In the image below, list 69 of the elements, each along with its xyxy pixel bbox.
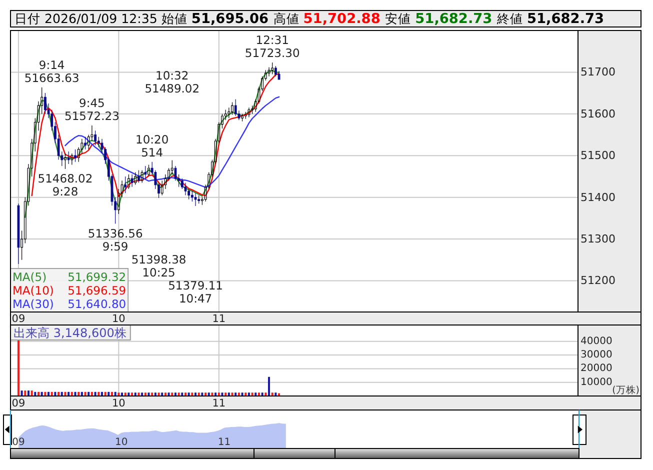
candlestick (134, 172, 137, 186)
y-tick-label: 20000 (580, 363, 612, 374)
text: 51336.56 9:59 (88, 226, 143, 254)
candlestick (234, 99, 237, 116)
y-tick-label: 51300 (580, 232, 616, 246)
candlestick (268, 66, 270, 77)
y-tick-label: 30000 (580, 350, 612, 361)
bar (268, 376, 270, 396)
candlestick (74, 149, 76, 162)
text: 51398.38 10:25 (131, 252, 186, 280)
x-tick-label: 11 (212, 313, 226, 325)
chart-title: 出来高 3,148,600株 (14, 326, 126, 340)
text: MA(5) 51,699.32 (12, 270, 126, 284)
candlestick (124, 176, 127, 194)
y-tick-label: 51700 (580, 66, 616, 79)
candlestick (44, 92, 46, 114)
candlestick (144, 166, 147, 179)
text: 10:32 51489.02 (144, 68, 200, 96)
x-tick-label: 09 (12, 398, 26, 410)
x-tick-label: 09 (12, 313, 26, 325)
candlestick (70, 153, 74, 166)
candlestick (148, 164, 150, 177)
y-tick-label: 51400 (580, 190, 616, 204)
y-tick-label: 51200 (580, 274, 616, 288)
candlestick (231, 102, 234, 116)
text: 9:14 51663.63 (24, 58, 80, 85)
x-tick-label: 10 (114, 437, 128, 448)
candlestick (67, 151, 70, 164)
y-tick-label: 51500 (580, 149, 616, 162)
y-tick-label: 10000 (580, 376, 612, 388)
candlestick (94, 130, 96, 146)
candlestick (140, 170, 144, 184)
bar (27, 390, 30, 396)
candlestick (271, 62, 274, 75)
candlestick (17, 203, 20, 264)
candlestick (184, 182, 187, 196)
candlestick (194, 192, 197, 206)
bar (30, 390, 33, 396)
x-tick-label: 11 (218, 437, 231, 448)
candlestick (190, 190, 194, 202)
text: MA(10) 51,696.59 (12, 283, 126, 298)
chart-title: 日付 2026/01/09 12:35 始値 51,695.06 高値 51,702.88 安値 51,682.73 終値 51,682.73 (14, 11, 604, 27)
x-tick-label: 10 (112, 398, 126, 410)
text: 10:20 514 (136, 132, 169, 160)
x-tick-label: 10 (112, 313, 126, 325)
text: 51379.11 10:47 (168, 278, 223, 306)
y-tick-label: 40000 (580, 336, 612, 347)
text: 12:31 51723.30 (244, 32, 300, 60)
candlestick (138, 170, 140, 184)
candlestick (84, 136, 86, 150)
candlestick (128, 174, 130, 190)
y-tick-label: 51600 (580, 107, 616, 120)
line-series (24, 70, 280, 218)
candlestick (241, 114, 244, 122)
text: MA(30) 51,640.80 (12, 296, 126, 311)
x-tick-label: 11 (212, 398, 226, 410)
candlestick (274, 66, 277, 77)
candlestick (198, 194, 200, 204)
bar (17, 340, 20, 396)
candlestick (244, 112, 247, 120)
text: 9:45 51572.23 (64, 96, 120, 123)
bar (20, 390, 23, 396)
candlestick (130, 174, 134, 188)
candlestick (248, 107, 250, 118)
x-tick-label: 09 (12, 437, 25, 448)
bar (24, 390, 26, 396)
text: 51468.02 9:28 (38, 171, 93, 198)
y-axis-title: (万株) (612, 384, 640, 396)
candlestick (64, 153, 66, 170)
